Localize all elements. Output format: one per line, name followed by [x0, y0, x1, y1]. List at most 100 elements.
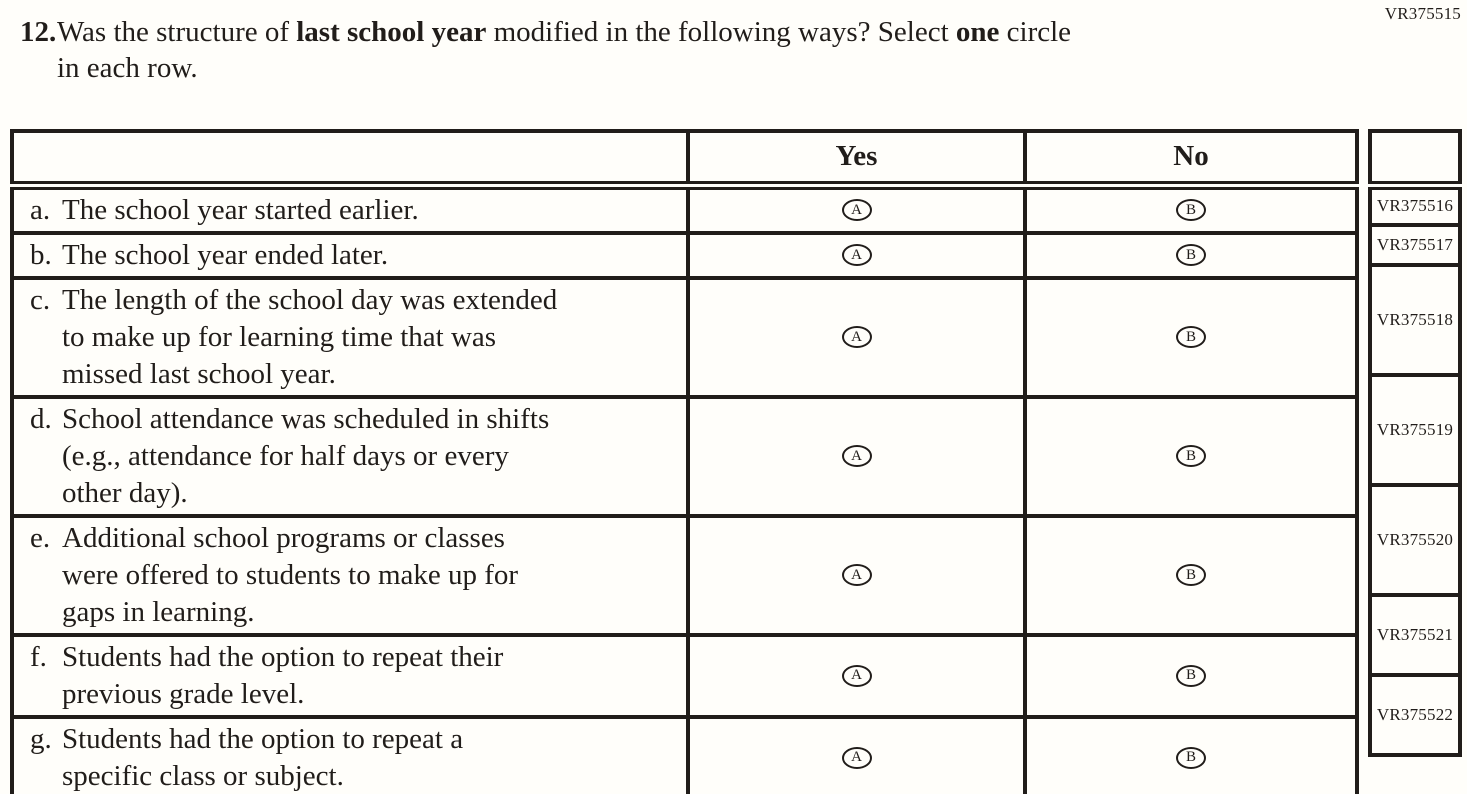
row-d-no-cell: B	[1023, 394, 1359, 518]
row-g-no-bubble[interactable]: B	[1176, 746, 1206, 769]
table-row-b: b. The school year ended later. A B	[10, 230, 1359, 280]
row-c-label: c.	[30, 283, 51, 316]
row-a-no-cell: B	[1023, 183, 1359, 235]
row-d-yes-cell: A	[686, 394, 1027, 518]
vr-row-g: VR375522	[1368, 673, 1462, 757]
bubble-letter: B	[1185, 328, 1196, 345]
row-g-no-cell: B	[1023, 714, 1359, 794]
vr-code-a: VR375516	[1368, 183, 1462, 227]
bubble-letter: B	[1185, 667, 1196, 683]
bubble-letter: A	[851, 201, 862, 218]
bubble-letter: A	[851, 328, 862, 345]
question-text: Was the structure of last school year mo…	[57, 14, 1350, 86]
table-row-g: g. Students had the option to repeat a sp…	[10, 714, 1359, 794]
vr-row-b: VR375517	[1368, 223, 1462, 267]
vr-code-column-table: VR375516 VR375517 VR375518 VR375519 VR37…	[1368, 129, 1462, 757]
row-e-yes-cell: A	[686, 513, 1027, 637]
row-a-text-cell: a. The school year started earlier.	[10, 183, 690, 235]
table-row-f: f. Students had the option to repeat thei…	[10, 632, 1359, 719]
bubble-letter: B	[1185, 749, 1196, 765]
row-c-no-bubble[interactable]: B	[1176, 326, 1206, 348]
row-f-yes-bubble[interactable]: A	[841, 664, 872, 687]
row-d-text-cell: d. School attendance was scheduled in shi…	[10, 394, 690, 518]
row-f-label: f.	[30, 640, 47, 673]
vr-code-f: VR375521	[1368, 593, 1462, 677]
row-g-yes-bubble[interactable]: A	[841, 746, 872, 769]
vr-row-e: VR375520	[1368, 483, 1462, 597]
row-a-yes-cell: A	[686, 183, 1027, 235]
row-b-label: b.	[30, 238, 52, 271]
vr-header-cell	[1368, 129, 1462, 190]
header-yes: Yes	[686, 129, 1027, 190]
page-form-code: VR375515	[1384, 4, 1461, 23]
row-b-yes-bubble[interactable]: A	[841, 244, 872, 266]
row-b-no-cell: B	[1023, 230, 1359, 280]
row-e-yes-bubble[interactable]: A	[841, 564, 872, 586]
row-e-text: Additional school programs or classes we…	[62, 521, 519, 628]
table-row-e: e. Additional school programs or classes …	[10, 513, 1359, 637]
row-f-no-cell: B	[1023, 632, 1359, 719]
row-e-no-cell: B	[1023, 513, 1359, 637]
vr-row-c: VR375518	[1368, 263, 1462, 377]
vr-header-row	[1368, 129, 1462, 190]
question-12-stem: 12. Was the structure of last school yea…	[20, 14, 1350, 86]
vr-code-d: VR375519	[1368, 373, 1462, 487]
row-e-text-cell: e. Additional school programs or classes …	[10, 513, 690, 637]
question-text-part1: Was the structure of	[57, 16, 297, 48]
row-b-text-cell: b. The school year ended later.	[10, 230, 690, 280]
bubble-letter: A	[851, 246, 862, 263]
vr-code-c: VR375518	[1368, 263, 1462, 377]
question-text-bold1: last school year	[296, 16, 487, 48]
row-g-label: g.	[30, 722, 52, 755]
row-b-no-bubble[interactable]: B	[1176, 244, 1206, 266]
table-row-d: d. School attendance was scheduled in shi…	[10, 394, 1359, 518]
bubble-letter: B	[1185, 201, 1196, 218]
table-row-a: a. The school year started earlier. A B	[10, 183, 1359, 235]
response-grid-table: Yes No a. The school year started earlier…	[10, 129, 1359, 794]
row-d-no-bubble[interactable]: B	[1176, 445, 1206, 467]
row-d-text: School attendance was scheduled in shift…	[62, 402, 550, 509]
row-a-text: The school year started earlier.	[62, 193, 419, 226]
question-number: 12.	[20, 16, 57, 48]
row-g-text: Students had the option to repeat a spec…	[62, 722, 464, 792]
row-c-text: The length of the school day was extende…	[62, 283, 558, 390]
row-e-no-bubble[interactable]: B	[1176, 564, 1206, 586]
table-row-c: c. The length of the school day was exten…	[10, 275, 1359, 399]
row-f-text-cell: f. Students had the option to repeat thei…	[10, 632, 690, 719]
row-c-text-cell: c. The length of the school day was exten…	[10, 275, 690, 399]
row-f-no-bubble[interactable]: B	[1176, 664, 1206, 687]
vr-code-g: VR375522	[1368, 673, 1462, 757]
question-text-part2: modified in the following ways? Select	[486, 16, 956, 48]
row-g-yes-cell: A	[686, 714, 1027, 794]
bubble-letter: B	[1185, 246, 1196, 263]
row-c-no-cell: B	[1023, 275, 1359, 399]
row-a-label: a.	[30, 193, 51, 226]
vr-row-d: VR375519	[1368, 373, 1462, 487]
row-b-yes-cell: A	[686, 230, 1027, 280]
bubble-letter: A	[851, 749, 862, 765]
vr-row-f: VR375521	[1368, 593, 1462, 677]
row-f-text: Students had the option to repeat their …	[62, 640, 504, 710]
vr-code-e: VR375520	[1368, 483, 1462, 597]
row-c-yes-cell: A	[686, 275, 1027, 399]
header-no: No	[1023, 129, 1359, 190]
row-g-text-cell: g. Students had the option to repeat a sp…	[10, 714, 690, 794]
row-a-no-bubble[interactable]: B	[1176, 199, 1206, 221]
question-text-bold2: one	[955, 16, 1000, 48]
row-f-yes-cell: A	[686, 632, 1027, 719]
row-c-yes-bubble[interactable]: A	[841, 326, 872, 348]
row-d-yes-bubble[interactable]: A	[841, 445, 872, 467]
bubble-letter: B	[1185, 447, 1196, 464]
bubble-letter: B	[1185, 566, 1196, 583]
row-d-label: d.	[30, 402, 52, 435]
row-a-yes-bubble[interactable]: A	[841, 199, 872, 221]
row-e-label: e.	[30, 521, 51, 554]
bubble-letter: A	[851, 447, 862, 464]
header-row: Yes No	[10, 129, 1359, 190]
bubble-letter: A	[851, 566, 862, 583]
question-text-part3: circle in each row.	[57, 16, 1072, 84]
row-b-text: The school year ended later.	[62, 238, 389, 271]
header-question-column	[10, 129, 690, 190]
vr-row-a: VR375516	[1368, 183, 1462, 227]
